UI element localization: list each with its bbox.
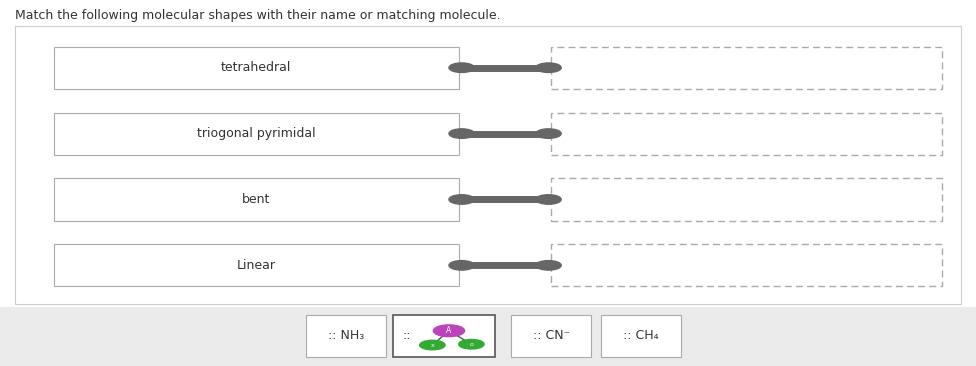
FancyBboxPatch shape <box>393 315 496 357</box>
Text: Match the following molecular shapes with their name or matching molecule.: Match the following molecular shapes wit… <box>15 9 501 22</box>
Text: triogonal pyrimidal: triogonal pyrimidal <box>197 127 315 140</box>
Text: o: o <box>469 342 473 347</box>
FancyBboxPatch shape <box>15 26 961 304</box>
Text: :: CH₄: :: CH₄ <box>624 329 659 342</box>
FancyBboxPatch shape <box>551 244 942 286</box>
Circle shape <box>420 340 445 350</box>
Circle shape <box>449 129 474 138</box>
Circle shape <box>449 195 474 204</box>
FancyBboxPatch shape <box>551 113 942 154</box>
Text: Linear: Linear <box>237 259 275 272</box>
FancyBboxPatch shape <box>551 47 942 89</box>
FancyBboxPatch shape <box>54 178 459 220</box>
Text: bent: bent <box>242 193 270 206</box>
FancyBboxPatch shape <box>511 315 591 357</box>
FancyBboxPatch shape <box>306 315 386 357</box>
FancyBboxPatch shape <box>551 178 942 220</box>
FancyBboxPatch shape <box>0 307 976 366</box>
FancyBboxPatch shape <box>54 244 459 286</box>
Text: :: NH₃: :: NH₃ <box>328 329 365 342</box>
Circle shape <box>459 340 484 349</box>
Text: x: x <box>430 343 434 348</box>
Text: tetrahedral: tetrahedral <box>221 61 292 74</box>
Circle shape <box>433 325 465 337</box>
Circle shape <box>536 63 561 72</box>
FancyBboxPatch shape <box>601 315 681 357</box>
Circle shape <box>449 261 474 270</box>
Circle shape <box>449 63 474 72</box>
Text: ::: :: <box>403 329 411 342</box>
Circle shape <box>536 195 561 204</box>
Circle shape <box>536 129 561 138</box>
Text: :: CN⁻: :: CN⁻ <box>533 329 570 342</box>
Text: A: A <box>446 326 452 335</box>
Circle shape <box>536 261 561 270</box>
FancyBboxPatch shape <box>54 47 459 89</box>
FancyBboxPatch shape <box>54 113 459 154</box>
